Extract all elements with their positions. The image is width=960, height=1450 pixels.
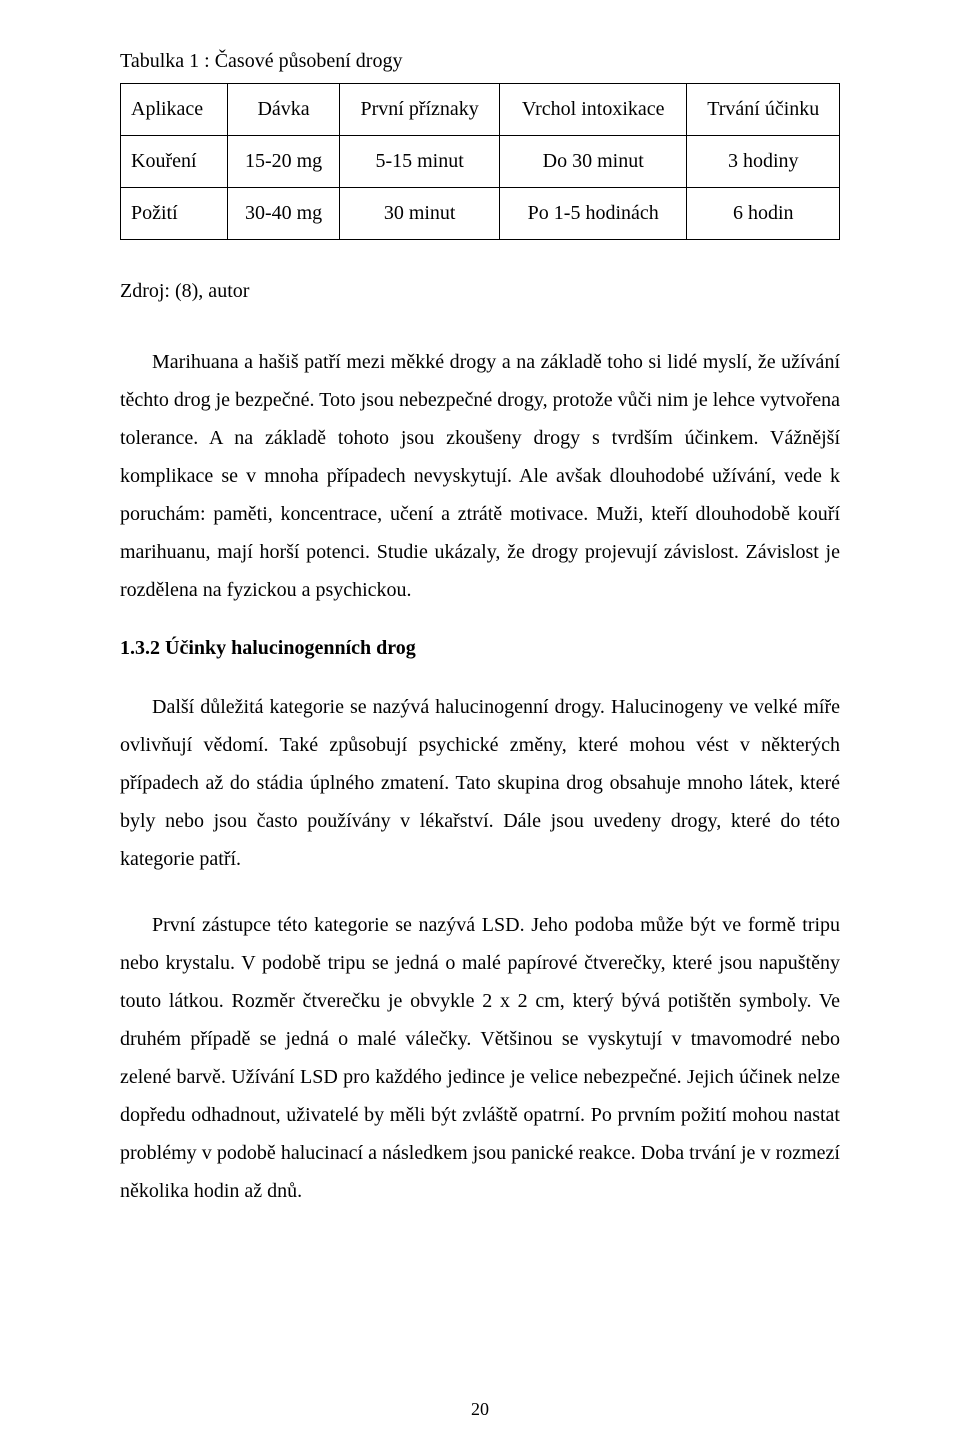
table-title: Tabulka 1 : Časové působení drogy	[120, 50, 840, 73]
table-header-cell: Vrchol intoxikace	[499, 84, 687, 136]
paragraph: Marihuana a hašiš patří mezi měkké drogy…	[120, 343, 840, 609]
table-cell: 3 hodiny	[687, 136, 840, 188]
paragraph: První zástupce této kategorie se nazývá …	[120, 906, 840, 1210]
drug-timing-table: Aplikace Dávka První příznaky Vrchol int…	[120, 83, 840, 240]
table-cell: Požití	[121, 188, 228, 240]
table-cell: Do 30 minut	[499, 136, 687, 188]
table-cell: 30-40 mg	[227, 188, 340, 240]
page-number: 20	[0, 1399, 960, 1420]
table-header-cell: Dávka	[227, 84, 340, 136]
section-heading: 1.3.2 Účinky halucinogenních drog	[120, 637, 840, 660]
table-header-cell: Trvání účinku	[687, 84, 840, 136]
table-header-cell: Aplikace	[121, 84, 228, 136]
table-row: Kouření 15-20 mg 5-15 minut Do 30 minut …	[121, 136, 840, 188]
table-cell: Kouření	[121, 136, 228, 188]
source-citation: Zdroj: (8), autor	[120, 280, 840, 303]
table-row: Požití 30-40 mg 30 minut Po 1-5 hodinách…	[121, 188, 840, 240]
table-cell: Po 1-5 hodinách	[499, 188, 687, 240]
paragraph: Další důležitá kategorie se nazývá haluc…	[120, 688, 840, 878]
table-header-row: Aplikace Dávka První příznaky Vrchol int…	[121, 84, 840, 136]
table-cell: 30 minut	[340, 188, 500, 240]
table-header-cell: První příznaky	[340, 84, 500, 136]
table-cell: 15-20 mg	[227, 136, 340, 188]
table-cell: 5-15 minut	[340, 136, 500, 188]
table-cell: 6 hodin	[687, 188, 840, 240]
